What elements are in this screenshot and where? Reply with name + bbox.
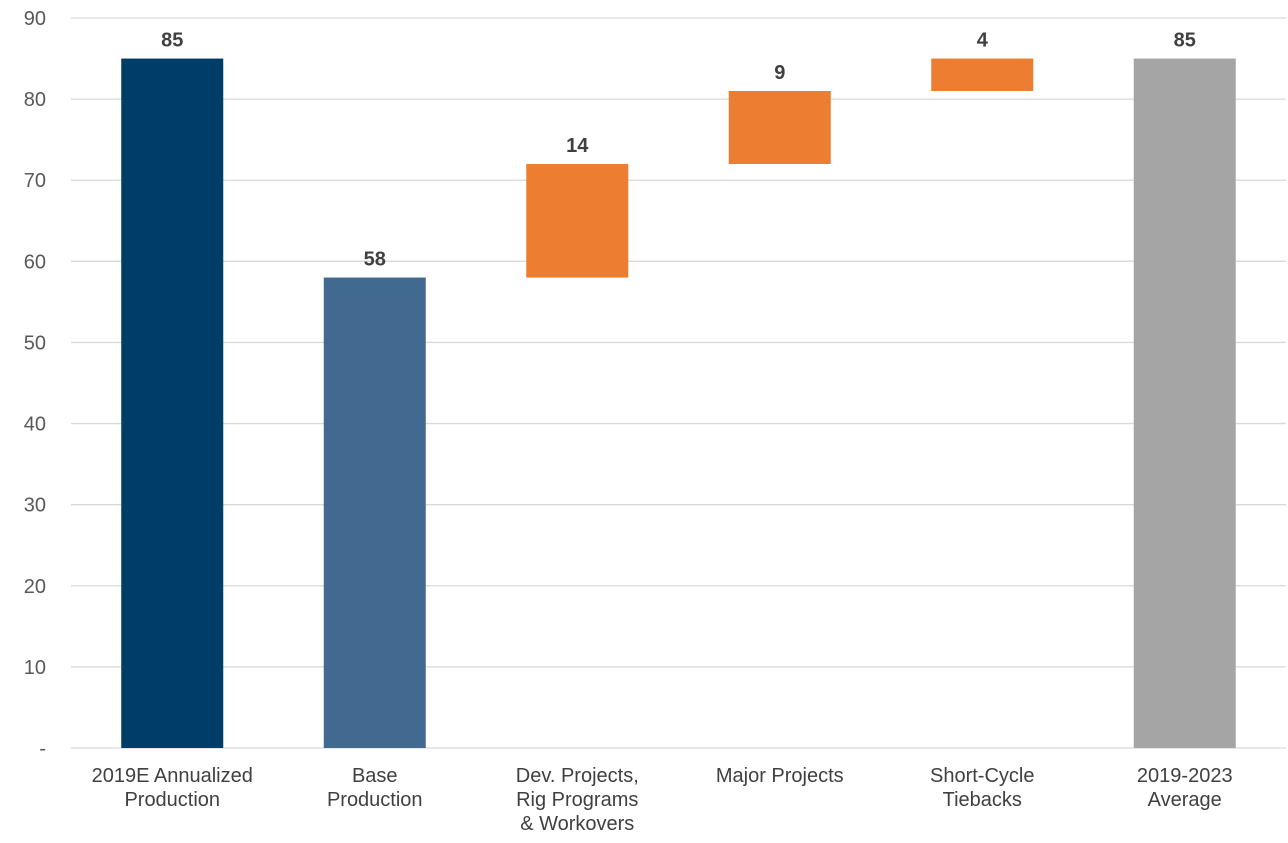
category-label-2: Base Production	[327, 765, 423, 811]
gridlines	[71, 17, 1286, 749]
y-axis-tick-labels: - 10 20 30 40 50 60 70 80 90	[24, 8, 46, 760]
category-label-3: Dev. Projects, Rig Programs & Workovers	[516, 765, 639, 835]
y-tick-label-90: 90	[24, 8, 46, 30]
category-label-line: 2019-2023	[1137, 765, 1233, 787]
y-tick-label-80: 80	[24, 89, 46, 111]
data-label-2: 58	[364, 249, 386, 271]
category-label-line: Dev. Projects,	[516, 765, 639, 787]
bar-6	[1133, 58, 1236, 749]
category-label-line: & Workovers	[520, 813, 634, 835]
bar-1	[121, 58, 224, 749]
bar-2	[323, 277, 426, 748]
category-label-line: Rig Programs	[516, 789, 638, 811]
category-label-1: 2019E Annualized Production	[92, 765, 253, 811]
category-label-line: Base	[352, 765, 398, 787]
category-label-4: Major Projects	[716, 765, 844, 787]
y-tick-label-0: -	[39, 738, 46, 760]
y-tick-label-40: 40	[24, 414, 46, 436]
y-tick-label-30: 30	[24, 495, 46, 517]
bar-3	[526, 164, 629, 278]
bars	[121, 58, 1236, 749]
category-label-line: Short-Cycle	[930, 765, 1034, 787]
bar-5	[931, 58, 1034, 91]
data-label-5: 4	[977, 30, 989, 52]
y-tick-label-70: 70	[24, 170, 46, 192]
y-tick-label-60: 60	[24, 251, 46, 273]
data-label-4: 9	[774, 62, 785, 84]
category-label-6: 2019-2023 Average	[1137, 765, 1233, 811]
category-label-5: Short-Cycle Tiebacks	[930, 765, 1034, 811]
category-label-line: Average	[1148, 789, 1222, 811]
data-label-1: 85	[161, 30, 183, 52]
y-tick-label-20: 20	[24, 576, 46, 598]
data-labels: 85 58 14 9 4 85	[161, 30, 1196, 271]
category-label-line: Production	[327, 789, 423, 811]
y-tick-label-10: 10	[24, 657, 46, 679]
data-label-3: 14	[566, 135, 589, 157]
category-label-line: Major Projects	[716, 765, 844, 787]
bar-4	[728, 91, 831, 164]
y-tick-label-50: 50	[24, 332, 46, 354]
data-label-6: 85	[1174, 30, 1196, 52]
category-label-line: Production	[124, 789, 220, 811]
category-label-line: 2019E Annualized	[92, 765, 253, 787]
category-label-line: Tiebacks	[943, 789, 1022, 811]
